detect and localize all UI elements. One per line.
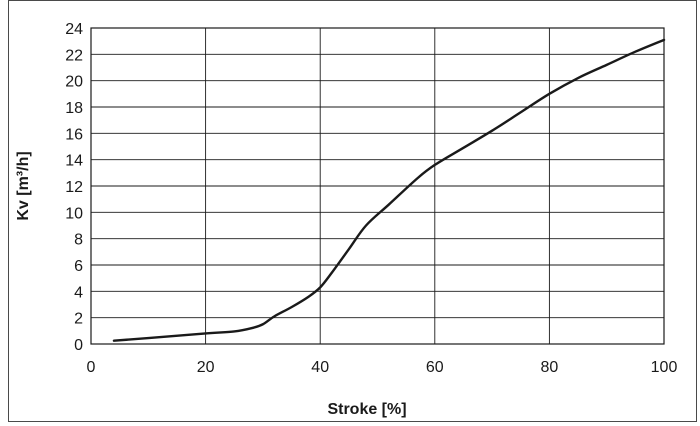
y-tick-label: 20 (65, 74, 83, 91)
y-tick-label: 10 (65, 205, 83, 222)
y-tick-label: 24 (65, 21, 83, 38)
x-tick-label: 60 (426, 359, 444, 376)
y-tick-label: 18 (65, 100, 83, 117)
x-tick-label: 100 (651, 359, 678, 376)
y-tick-label: 22 (65, 47, 83, 64)
y-tick-label: 14 (65, 153, 83, 170)
y-axis-label: Kv [m³/h] (15, 151, 32, 220)
y-tick-label: 12 (65, 179, 83, 196)
kv-curve-line (112, 38, 666, 342)
y-tick-label: 8 (74, 232, 83, 249)
data-series (112, 38, 666, 342)
gridlines (90, 27, 665, 345)
x-tick-label: 20 (197, 359, 215, 376)
x-tick-label: 40 (311, 359, 329, 376)
y-tick-label: 2 (74, 311, 83, 328)
y-tick-label: 0 (74, 337, 83, 354)
x-axis-label: Stroke [%] (327, 401, 406, 418)
y-tick-label: 16 (65, 126, 83, 143)
x-tick-label: 0 (87, 359, 96, 376)
y-tick-label: 6 (74, 258, 83, 275)
y-tick-label: 4 (74, 284, 83, 301)
plot-border (90, 27, 665, 345)
x-tick-label: 80 (541, 359, 559, 376)
